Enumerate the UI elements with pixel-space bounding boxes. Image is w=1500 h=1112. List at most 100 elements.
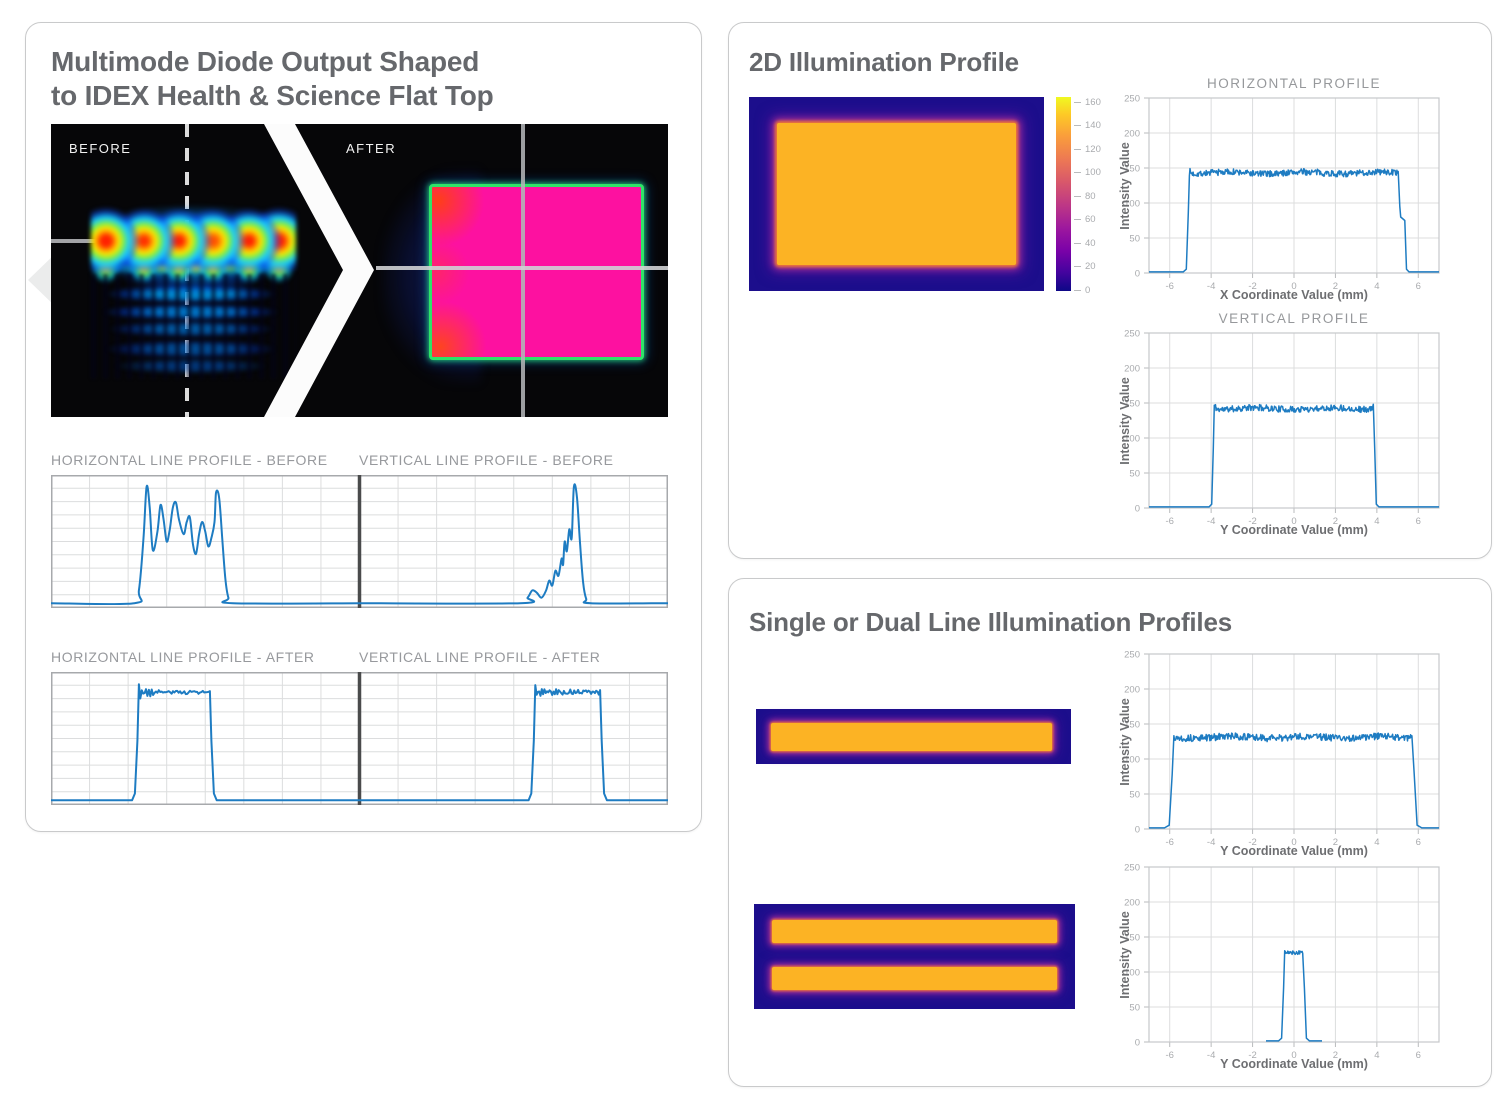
colorbar-tick: 160 [1074,97,1101,108]
panel-title-line-2: to IDEX Health & Science Flat Top [51,80,494,111]
svg-text:50: 50 [1129,469,1140,480]
dual-line-illumination-image [754,904,1075,1009]
after-crosshair-horizontal [376,266,668,270]
svg-text:-4: -4 [1207,516,1215,527]
chart-title-vertical-after: VERTICAL LINE PROFILE - AFTER [359,649,601,665]
svg-text:2: 2 [1333,837,1338,848]
line-illumination-panel: Single or Dual Line Illumination Profile… [728,578,1492,1087]
y-axis-label: Intensity Value [1118,141,1132,230]
colorbar-tick-labels: 160 140 120 100 80 60 40 20 0 [1074,97,1119,296]
illumination-line-bar-top [772,920,1057,943]
svg-text:150: 150 [1124,720,1140,731]
svg-text:200: 200 [1124,364,1140,375]
panel-title-line-1: Multimode Diode Output Shaped [51,46,480,77]
svg-text:150: 150 [1124,164,1140,175]
svg-text:0: 0 [1135,825,1140,836]
svg-text:100: 100 [1124,968,1140,979]
svg-text:-4: -4 [1207,1050,1215,1061]
2d-illumination-panel: 2D Illumination Profile 160 140 120 100 80 60… [728,22,1492,559]
chart-title-horizontal-before: HORIZONTAL LINE PROFILE - BEFORE [51,452,328,468]
panel-title: Multimode Diode Output Shaped to IDEX He… [51,45,494,113]
svg-text:0: 0 [1291,837,1296,848]
panel-title: 2D Illumination Profile [749,47,1019,77]
svg-text:50: 50 [1129,234,1140,245]
svg-text:-2: -2 [1248,837,1256,848]
colorbar-tick: 60 [1074,214,1096,225]
svg-text:100: 100 [1124,199,1140,210]
chart-title-vertical-before: VERTICAL LINE PROFILE - BEFORE [359,452,614,468]
illumination-line-bar-bottom [772,967,1057,990]
svg-text:6: 6 [1416,516,1421,527]
after-crosshair-vertical [521,124,525,417]
x-axis-label: Y Coordinate Value (mm) [1220,523,1368,537]
heatmap-flat-top-region [777,123,1016,265]
svg-text:-2: -2 [1248,516,1256,527]
dual-line-profile-chart: 0 50 100 150 200 250 -6 -4 -2 0 2 4 6 Intensity Valu… [1118,863,1440,1071]
svg-text:0: 0 [1291,516,1296,527]
colorbar-tick: 140 [1074,120,1101,131]
beam-comparison-image: BEFORE AFTER [51,124,668,417]
svg-text:250: 250 [1124,329,1140,340]
2d-heatmap-image [749,97,1044,291]
colorbar-tick: 0 [1074,285,1090,296]
svg-text:0: 0 [1291,281,1296,292]
panel-title: Single or Dual Line Illumination Profile… [749,607,1232,637]
before-label: BEFORE [69,141,132,156]
svg-text:-6: -6 [1165,1050,1173,1061]
svg-text:6: 6 [1416,837,1421,848]
horizontal-profile-chart: 0 50 100 150 200 250 -6 -4 -2 0 2 4 6 HORIZONTAL PRO… [1118,76,1440,302]
svg-text:-4: -4 [1207,281,1215,292]
vertical-profile-chart: 0 50 100 150 200 250 -6 -4 -2 0 2 4 6 VERTICAL PROFI… [1118,311,1440,537]
colorbar-tick: 80 [1074,191,1096,202]
svg-text:-4: -4 [1207,837,1215,848]
x-axis-label: Y Coordinate Value (mm) [1220,844,1368,858]
svg-text:2: 2 [1333,516,1338,527]
svg-text:50: 50 [1129,790,1140,801]
after-line-profile-chart [51,672,668,805]
svg-text:4: 4 [1374,1050,1379,1061]
svg-text:4: 4 [1374,837,1379,848]
before-line-profile-chart [51,475,668,608]
y-axis-label: Intensity Value [1118,376,1132,465]
chart-title-horizontal-after: HORIZONTAL LINE PROFILE - AFTER [51,649,315,665]
svg-text:200: 200 [1124,129,1140,140]
svg-text:6: 6 [1416,1050,1421,1061]
svg-text:0: 0 [1291,1050,1296,1061]
colorbar-tick: 20 [1074,261,1096,272]
svg-text:0: 0 [1135,1038,1140,1049]
chart-title: HORIZONTAL PROFILE [1206,76,1382,91]
svg-text:-6: -6 [1165,837,1173,848]
svg-text:50: 50 [1129,1003,1140,1014]
svg-text:250: 250 [1124,650,1140,661]
colorbar-tick: 120 [1074,144,1101,155]
svg-text:150: 150 [1124,399,1140,410]
svg-text:200: 200 [1124,685,1140,696]
after-flat-top-beam-square [429,184,644,360]
colorbar [1056,97,1071,291]
svg-text:100: 100 [1124,755,1140,766]
svg-text:250: 250 [1124,863,1140,874]
y-axis-label: Intensity Value [1118,697,1132,786]
svg-text:200: 200 [1124,898,1140,909]
svg-text:0: 0 [1135,504,1140,515]
svg-text:-6: -6 [1165,516,1173,527]
svg-text:2: 2 [1333,281,1338,292]
svg-text:100: 100 [1124,434,1140,445]
svg-text:4: 4 [1374,516,1379,527]
illumination-line-bar [771,723,1052,751]
svg-text:2: 2 [1333,1050,1338,1061]
svg-text:4: 4 [1374,281,1379,292]
svg-text:250: 250 [1124,94,1140,105]
svg-text:-6: -6 [1165,281,1173,292]
colorbar-tick: 40 [1074,238,1096,249]
multimode-flat-top-panel: Multimode Diode Output Shaped to IDEX He… [25,22,702,832]
chart-title: VERTICAL PROFILE [1218,311,1370,326]
x-axis-label: Y Coordinate Value (mm) [1220,1057,1368,1071]
svg-text:-2: -2 [1248,1050,1256,1061]
single-line-illumination-image [756,709,1071,764]
after-label: AFTER [346,141,397,156]
svg-text:-2: -2 [1248,281,1256,292]
y-axis-label: Intensity Value [1118,910,1132,999]
single-line-profile-chart: 0 50 100 150 200 250 -6 -4 -2 0 2 4 6 Intensity Valu… [1118,650,1440,858]
svg-text:0: 0 [1135,269,1140,280]
